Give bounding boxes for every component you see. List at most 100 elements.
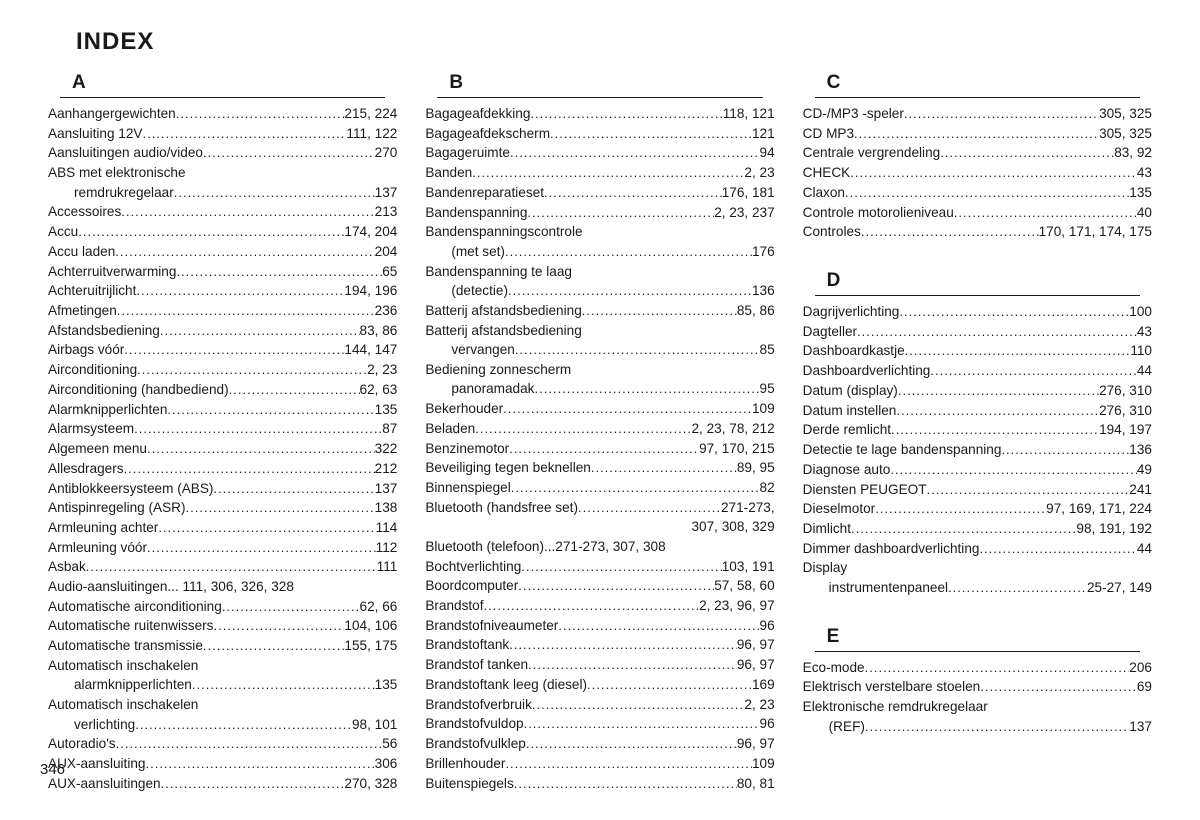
index-pages: 114 <box>376 518 398 538</box>
index-entry: Autoradio's56 <box>48 734 397 754</box>
index-term: Automatisch inschakelen <box>48 656 198 676</box>
index-term: Bandenspanningscontrole <box>425 222 582 242</box>
leader-dots <box>222 597 360 617</box>
index-term: Brandstof tanken <box>425 655 528 675</box>
page-title: INDEX <box>76 28 1152 56</box>
leader-dots <box>515 340 760 360</box>
index-pages: 89, 95 <box>737 458 775 478</box>
index-entry: Accessoires213 <box>48 202 397 222</box>
index-column: BBagageafdekking118, 121Bagageafdekscher… <box>425 70 774 820</box>
index-pages: 276, 310 <box>1099 381 1152 401</box>
index-entry: 307, 308, 329 <box>425 517 774 537</box>
leader-dots <box>865 658 1130 678</box>
leader-dots <box>121 202 374 222</box>
index-pages: 104, 106 <box>344 616 397 636</box>
index-entry: Brandstofvulklep96, 97 <box>425 734 774 754</box>
index-pages: 95 <box>760 379 775 399</box>
index-pages: 2, 23 <box>744 163 774 183</box>
index-term: Batterij afstandsbediening <box>425 321 581 341</box>
index-pages: 56 <box>382 734 397 754</box>
index-entry: Banden2, 23 <box>425 163 774 183</box>
index-entry: Bagageafdekking118, 121 <box>425 104 774 124</box>
index-term: Elektronische remdrukregelaar <box>803 697 988 717</box>
index-pages: 111 <box>377 557 398 577</box>
index-section: CCD-/MP3 -speler305, 325CD MP3305, 325Ce… <box>803 70 1152 242</box>
index-pages: 121 <box>752 124 775 144</box>
index-entries: Bagageafdekking118, 121Bagageafdekscherm… <box>425 104 774 793</box>
index-term: (detectie) <box>451 281 508 301</box>
index-entry: Buitenspiegels80, 81 <box>425 774 774 794</box>
index-term: Datum (display) <box>803 381 898 401</box>
index-term: Beveiliging tegen beknellen <box>425 458 591 478</box>
index-term: Airbags vóór <box>48 340 124 360</box>
index-term: Bluetooth (telefoon)...271-273, 307, 308 <box>425 537 665 557</box>
index-pages: 87 <box>382 419 397 439</box>
leader-dots <box>142 124 346 144</box>
index-pages: 176, 181 <box>722 183 775 203</box>
leader-dots <box>174 183 375 203</box>
index-entry: Controle motorolieniveau40 <box>803 203 1152 223</box>
index-term: Brandstofvuldop <box>425 714 523 734</box>
index-term: Buitenspiegels <box>425 774 513 794</box>
index-pages: 44 <box>1137 361 1152 381</box>
index-entry: Airconditioning (handbediend)62, 63 <box>48 380 397 400</box>
leader-dots <box>78 222 344 242</box>
index-pages: 62, 63 <box>360 380 398 400</box>
index-term: Accu <box>48 222 78 242</box>
leader-dots <box>213 616 344 636</box>
index-term: Binnenspiegel <box>425 478 510 498</box>
index-pages: 213 <box>375 202 398 222</box>
index-entry: Brillenhouder109 <box>425 754 774 774</box>
index-term: Alarmknipperlichten <box>48 400 167 420</box>
index-term: Bagageafdekscherm <box>425 124 550 144</box>
index-entry: ABS met elektronische <box>48 163 397 183</box>
index-term: Batterij afstandsbediening <box>425 301 581 321</box>
leader-dots <box>851 519 1076 539</box>
leader-dots <box>510 143 760 163</box>
index-pages: 144, 147 <box>344 340 397 360</box>
leader-dots <box>521 557 721 577</box>
index-pages: 270, 328 <box>344 774 397 794</box>
index-entry: Bekerhouder109 <box>425 399 774 419</box>
index-entry: Automatisch inschakelen <box>48 695 397 715</box>
index-pages: 97, 170, 215 <box>699 439 775 459</box>
index-pages: 135 <box>1129 183 1152 203</box>
index-term: Armleuning vóór <box>48 538 147 558</box>
index-entry: Allesdragers212 <box>48 459 397 479</box>
index-pages: 2, 23, 237 <box>714 203 774 223</box>
index-term: Automatisch inschakelen <box>48 695 198 715</box>
index-term: Brandstofniveaumeter <box>425 616 558 636</box>
leader-dots <box>845 183 1129 203</box>
index-pages: 97, 169, 171, 224 <box>1046 499 1152 519</box>
index-entry: Beveiliging tegen beknellen 89, 95 <box>425 458 774 478</box>
index-term: Antispinregeling (ASR) <box>48 498 186 518</box>
index-term: Detectie te lage bandenspanning <box>803 440 1002 460</box>
leader-dots <box>861 222 1039 242</box>
index-pages: 137 <box>375 183 398 203</box>
index-pages: 204 <box>375 242 398 262</box>
leader-dots <box>161 774 345 794</box>
index-pages: 100 <box>1129 302 1152 322</box>
index-term: Bandenreparatieset <box>425 183 544 203</box>
index-entry: Aanhangergewichten215, 224 <box>48 104 397 124</box>
index-entries: Dagrijverlichting100Dagteller43Dashboard… <box>803 302 1152 598</box>
index-pages: 25-27, 149 <box>1087 578 1152 598</box>
index-section: AAanhangergewichten215, 224Aansluiting 1… <box>48 70 397 794</box>
section-letter: A <box>60 70 385 98</box>
leader-dots <box>115 242 374 262</box>
leader-dots <box>544 183 722 203</box>
index-pages: 135 <box>375 400 398 420</box>
index-term: Diensten PEUGEOT <box>803 480 927 500</box>
index-pages: 82 <box>760 478 775 498</box>
index-term: (REF) <box>829 717 865 737</box>
index-entry: Binnenspiegel 82 <box>425 478 774 498</box>
index-entry: AUX-aansluiting306 <box>48 754 397 774</box>
index-entry: Accu174, 204 <box>48 222 397 242</box>
index-pages: 322 <box>375 439 398 459</box>
index-entry: Controles170, 171, 174, 175 <box>803 222 1152 242</box>
index-term: Afstandsbediening <box>48 321 160 341</box>
index-term: Bluetooth (handsfree set) <box>425 498 578 518</box>
leader-dots <box>865 717 1129 737</box>
index-entry: Brandstofniveaumeter96 <box>425 616 774 636</box>
leader-dots <box>526 734 737 754</box>
